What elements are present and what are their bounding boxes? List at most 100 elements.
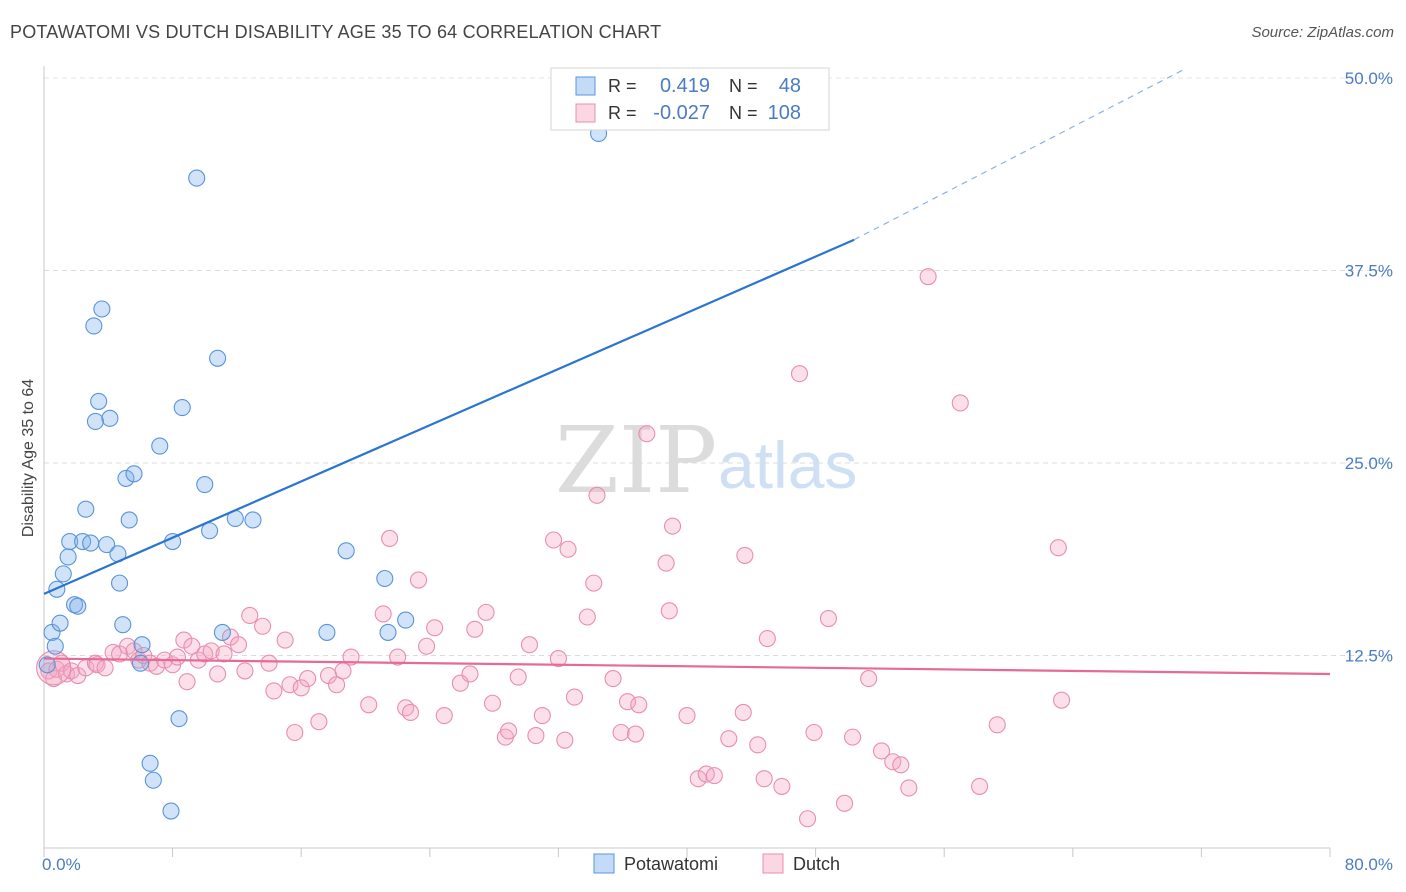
dutch-point xyxy=(527,727,545,745)
legend-r-label: R = xyxy=(608,76,637,96)
dutch-point xyxy=(638,425,656,443)
dutch-legend-label: Dutch xyxy=(793,854,840,874)
watermark-zip: ZIP xyxy=(555,407,717,514)
legend-n-value: 108 xyxy=(768,102,801,124)
potawatomi-point xyxy=(133,636,151,654)
x-tick-label: 0.0% xyxy=(42,855,81,874)
dutch-point xyxy=(663,517,682,535)
potawatomi-point xyxy=(85,317,103,335)
dutch-point xyxy=(533,707,551,725)
trend-lines xyxy=(43,68,1331,676)
x-tick-labels: 0.0% 80.0% xyxy=(42,855,1393,874)
potawatomi-point xyxy=(54,565,72,583)
potawatomi-point xyxy=(196,476,214,494)
dutch-point xyxy=(397,699,415,717)
dutch-point xyxy=(183,637,201,655)
dutch-point xyxy=(409,571,428,589)
dutch-point xyxy=(45,670,63,688)
dutch-point xyxy=(466,620,484,638)
dutch-trend-line xyxy=(43,657,1331,676)
chart-title: POTAWATOMI VS DUTCH DISABILITY AGE 35 TO… xyxy=(10,22,662,42)
dutch-points xyxy=(36,268,1071,828)
dutch-point xyxy=(310,713,328,731)
legend-series: Potawatomi Dutch xyxy=(593,853,840,874)
potawatomi-point xyxy=(90,392,108,410)
potawatomi-point xyxy=(162,802,180,820)
dutch-point xyxy=(389,648,407,666)
dutch-point xyxy=(835,794,854,812)
dutch-point xyxy=(418,637,436,655)
potawatomi-point xyxy=(51,614,69,632)
dutch-point xyxy=(483,694,502,712)
legend-stats: R = 0.419 N = 48 R = -0.027 N = 108 xyxy=(550,67,830,131)
potawatomi-point xyxy=(86,412,104,430)
x-tick-label: 80.0% xyxy=(1345,855,1393,874)
dutch-point xyxy=(549,650,567,668)
dutch-point xyxy=(618,693,637,711)
dutch-point xyxy=(202,642,220,660)
dutch-point xyxy=(334,662,352,680)
dutch-point xyxy=(657,554,675,572)
potawatomi-point xyxy=(244,511,262,529)
dutch-point xyxy=(588,486,606,504)
dutch-point xyxy=(971,777,989,795)
dutch-point xyxy=(689,770,707,788)
dutch-point xyxy=(630,696,648,714)
dutch-point xyxy=(342,648,360,666)
dutch-point xyxy=(461,665,479,683)
dutch-point xyxy=(292,679,310,697)
dutch-point xyxy=(426,619,444,637)
source-note: Source: ZipAtlas.com xyxy=(1251,24,1394,41)
dutch-point xyxy=(805,723,823,742)
potawatomi-point xyxy=(77,500,95,518)
dutch-point xyxy=(585,574,603,592)
dutch-point xyxy=(604,670,622,688)
dutch-point xyxy=(627,725,645,743)
dutch-point xyxy=(281,676,299,694)
potawatomi-point xyxy=(151,437,169,455)
dutch-point xyxy=(276,631,294,649)
dutch-point xyxy=(328,676,346,694)
dutch-point xyxy=(509,668,527,686)
potawatomi-trend-line xyxy=(43,238,855,595)
potawatomi-legend-swatch xyxy=(593,853,615,874)
y-tick-label: 37.5% xyxy=(1345,262,1393,281)
dutch-point xyxy=(260,654,278,672)
dutch-point xyxy=(299,670,317,688)
watermark-atlas: atlas xyxy=(718,428,857,502)
legend-r-label: R = xyxy=(608,103,637,123)
dutch-point xyxy=(1049,539,1067,557)
dutch-point xyxy=(168,648,186,666)
potawatomi-point xyxy=(131,654,149,672)
potawatomi-point xyxy=(379,623,397,641)
potawatomi-point xyxy=(59,548,77,566)
potawatomi-point xyxy=(46,637,64,655)
legend-stats-box xyxy=(550,67,830,131)
potawatomi-point xyxy=(201,522,219,540)
dutch-point xyxy=(705,767,723,785)
legend-n-value: 48 xyxy=(779,75,801,97)
y-tick-label: 50.0% xyxy=(1345,69,1393,88)
dutch-point xyxy=(734,703,752,722)
potawatomi-point xyxy=(111,574,129,592)
dutch-point xyxy=(612,723,630,742)
potawatomi-point xyxy=(173,399,191,417)
dutch-point xyxy=(720,730,738,748)
y-tick-labels: 12.5% 25.0% 37.5% 50.0% xyxy=(1345,69,1393,666)
potawatomi-point xyxy=(170,710,188,728)
gridlines xyxy=(44,77,1392,656)
dutch-point xyxy=(381,529,399,548)
dutch-point xyxy=(236,662,254,680)
potawatomi-point xyxy=(337,542,355,560)
dutch-point xyxy=(178,673,196,691)
y-tick-label: 25.0% xyxy=(1345,454,1393,473)
dutch-point xyxy=(799,810,817,828)
potawatomi-legend-label: Potawatomi xyxy=(624,854,718,874)
axes xyxy=(43,66,1331,857)
dutch-point xyxy=(265,682,283,700)
dutch-point xyxy=(374,605,392,623)
dutch-point xyxy=(215,645,233,663)
dutch-point xyxy=(545,531,563,549)
potawatomi-swatch xyxy=(575,76,596,96)
